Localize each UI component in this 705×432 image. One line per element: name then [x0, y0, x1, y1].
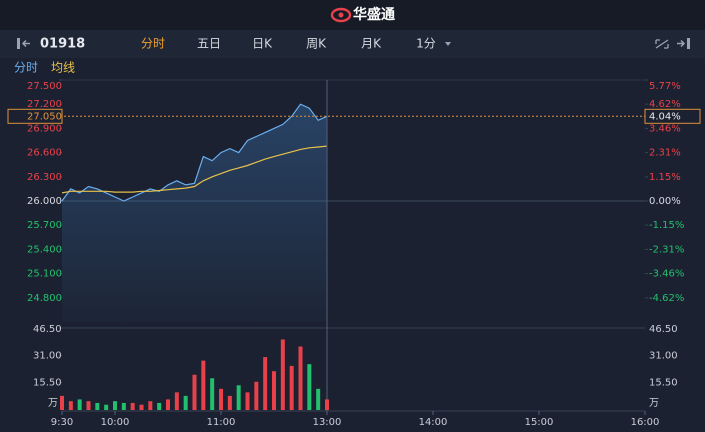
price-area	[62, 104, 327, 322]
tab[interactable]: 分时	[141, 37, 165, 51]
volume-bar	[174, 392, 179, 410]
volume-bar	[139, 404, 144, 410]
y2-tick-label: -4.62%	[649, 293, 684, 304]
y2-tick-label: -1.15%	[649, 220, 684, 231]
y-tick-label: 27.500	[27, 81, 62, 92]
y-tick-label: 26.900	[27, 123, 62, 134]
y-tick-label: 26.600	[27, 148, 62, 159]
y-tick-label: 26.300	[27, 172, 62, 183]
volume-bar	[86, 401, 91, 410]
y2-tick-label: -3.46%	[649, 269, 684, 280]
y-tick-label: 25.700	[27, 220, 62, 231]
volume-y2-tick-label: 46.50	[649, 324, 678, 335]
brand-logo	[330, 7, 352, 23]
volume-bar	[192, 374, 197, 410]
volume-bar	[289, 365, 294, 410]
x-tick-label: 10:00	[101, 417, 130, 428]
volume-bar	[77, 399, 82, 410]
volume-bar	[245, 392, 250, 410]
volume-unit-right: 万	[649, 398, 659, 409]
volume-bar	[201, 360, 206, 410]
volume-bar	[113, 401, 117, 410]
volume-bar	[121, 402, 126, 410]
tab[interactable]: 月K	[361, 37, 382, 51]
volume-bar	[298, 346, 303, 410]
y2-tick-label: 4.62%	[649, 99, 681, 110]
dropdown-arrow	[445, 42, 451, 46]
volume-y-tick-label: 31.00	[33, 350, 62, 361]
y-tick-label: 27.200	[27, 99, 62, 110]
volume-bar	[263, 357, 268, 410]
volume-bar	[254, 381, 259, 410]
back-icon[interactable]	[17, 38, 30, 49]
volume-bar	[166, 399, 170, 410]
header-bar	[0, 0, 705, 30]
tab[interactable]: 五日	[197, 37, 221, 51]
volume-bar	[60, 395, 64, 410]
y2-tick-label: 5.77%	[649, 81, 681, 92]
x-tick-label: 13:00	[313, 417, 342, 428]
price-line	[61, 103, 328, 202]
y-tick-label: 25.400	[27, 244, 62, 255]
y-tick-label: 24.800	[27, 293, 62, 304]
brand: 华盛通	[353, 6, 395, 23]
volume-bar	[95, 402, 100, 410]
y2-tick-label: 1.15%	[649, 172, 681, 183]
x-tick-label: 14:00	[419, 417, 448, 428]
legend-entry: 均线	[51, 61, 75, 75]
volume-bar	[272, 371, 276, 410]
volume-bar	[104, 404, 109, 410]
last-price-label: 27.050	[27, 111, 62, 122]
last-change-label: 4.04%	[649, 111, 681, 122]
volume-bar	[68, 401, 73, 410]
volume-y-tick-label: 15.50	[33, 378, 62, 389]
tab[interactable]: 1分	[416, 37, 436, 51]
x-tick-label: 9:30	[51, 417, 73, 428]
last-price-box	[7, 108, 63, 124]
symbol: 01918	[40, 37, 85, 52]
volume-bar	[325, 399, 329, 410]
x-tick-label: 16:00	[631, 417, 660, 428]
last-change-box	[644, 108, 701, 124]
volume-bar	[307, 364, 312, 410]
volume-y2-tick-label: 15.50	[649, 378, 678, 389]
forward-icon[interactable]	[677, 38, 690, 49]
volume-y-tick-label: 46.50	[33, 324, 62, 335]
volume-bar	[183, 395, 188, 410]
y-tick-label: 25.100	[27, 269, 62, 280]
tab[interactable]: 周K	[306, 37, 327, 51]
y2-tick-label: -2.31%	[649, 244, 684, 255]
volume-bar	[130, 402, 135, 410]
fullscreen-icon[interactable]	[655, 39, 669, 49]
x-tick-label: 11:00	[207, 417, 236, 428]
y2-tick-label: 3.46%	[649, 123, 681, 134]
volume-bar	[219, 388, 223, 410]
volume-bar	[157, 402, 162, 410]
toolbar	[0, 30, 705, 58]
volume-bar	[148, 401, 153, 410]
y-tick-label: 26.000	[27, 196, 62, 207]
x-tick-label: 15:00	[525, 417, 554, 428]
volume-bar	[210, 378, 215, 410]
volume-bar	[316, 388, 321, 410]
volume-unit: 万	[48, 398, 58, 409]
y2-tick-label: 2.31%	[649, 148, 681, 159]
average-line	[61, 145, 328, 194]
volume-bar	[236, 385, 241, 410]
y2-tick-label: 0.00%	[649, 196, 681, 207]
volume-bar	[280, 339, 285, 410]
tab[interactable]: 日K	[252, 37, 273, 51]
volume-y2-tick-label: 31.00	[649, 350, 678, 361]
volume-bar	[227, 395, 232, 410]
legend-entry: 分时	[14, 61, 38, 75]
